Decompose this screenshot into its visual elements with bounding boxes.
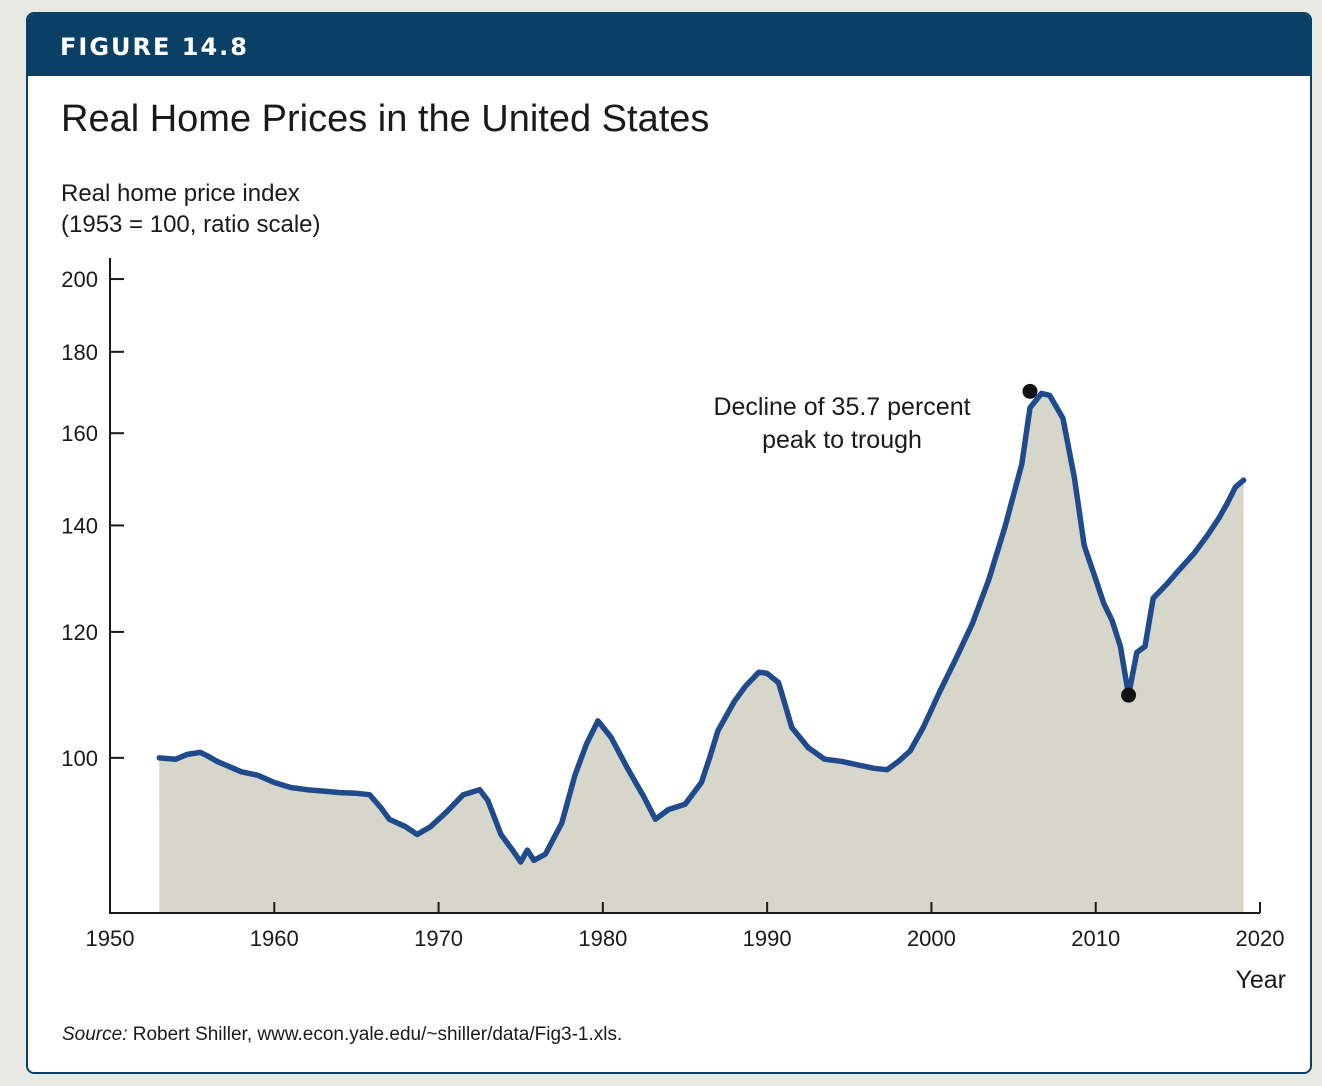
y-tick-label: 140 [61,513,98,538]
x-tick-label: 1950 [86,926,135,951]
figure-header-bar: FIGURE 14.8 [28,14,1310,76]
x-tick-label: 2000 [907,926,956,951]
axis-layer [109,258,1261,914]
x-tick-label: 2020 [1236,926,1285,951]
peak-marker [1022,383,1038,399]
area-fill [159,393,1244,912]
chart-title: Real Home Prices in the United States [61,98,710,140]
y-axis-label-line-1: Real home price index [61,180,300,207]
area-layer [159,393,1244,912]
y-axis-label-line-2: (1953 = 100, ratio scale) [61,211,321,238]
source-note: Source: Robert Shiller, www.econ.yale.ed… [62,1024,622,1046]
line-layer [156,383,1247,865]
y-tick-label: 120 [61,620,98,645]
x-tick-label: 1990 [743,926,792,951]
y-tick-label: 200 [61,267,98,292]
x-tick-label: 1960 [250,926,299,951]
y-tick-label: 100 [61,746,98,771]
y-tick-label: 160 [61,421,98,446]
x-axis-title: Year [1235,966,1286,994]
figure-label: FIGURE 14.8 [60,33,249,61]
trough-marker [1121,687,1137,703]
annotation-line-2: peak to trough [762,426,922,454]
label-layer: 1950 1960 1970 1980 1990 2000 2010 2020 100 120 14… [61,267,1286,994]
source-text: Robert Shiller, www.econ.yale.edu/~shill… [127,1024,623,1045]
x-tick-label: 1980 [578,926,627,951]
y-axis-label: Real home price index (1953 = 100, ratio… [61,178,321,240]
x-tick-label: 1970 [414,926,463,951]
x-tick-label: 2010 [1071,926,1120,951]
source-prefix: Source: [62,1024,128,1045]
series-line [156,390,1247,865]
annotation-line-1: Decline of 35.7 percent [713,393,970,421]
y-tick-label: 180 [61,340,98,365]
